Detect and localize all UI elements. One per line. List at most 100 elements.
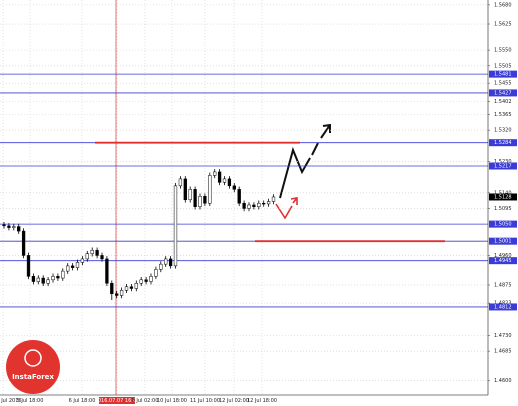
candle-body: [208, 175, 212, 204]
candle-body: [2, 224, 6, 227]
candle-body: [183, 178, 187, 201]
candle-body: [90, 249, 94, 254]
y-tick-label: 1.4600: [494, 378, 512, 384]
candle-body: [213, 171, 217, 176]
x-tick-label: 2016.07.07 16:00: [95, 398, 140, 404]
candle-body: [66, 265, 70, 272]
candle-body: [56, 276, 60, 279]
candle-body: [75, 262, 80, 268]
level-label: 1.5427: [494, 90, 512, 96]
candle-body: [105, 258, 109, 284]
candle-body: [115, 293, 119, 296]
candle-body: [124, 286, 129, 291]
candle-body: [70, 265, 75, 268]
level-label: 1.4812: [494, 304, 512, 310]
x-tick-label: 8 Jul 02:00: [132, 398, 159, 404]
candle-body: [17, 226, 21, 232]
level-label: 1.4945: [494, 258, 512, 264]
candle-body: [149, 276, 153, 282]
candle-body: [26, 255, 31, 277]
candle-body: [164, 258, 168, 265]
candle-body: [36, 277, 40, 282]
candle-body: [173, 185, 178, 267]
candle-body: [80, 258, 85, 263]
level-label: 1.5217: [494, 164, 512, 170]
logo: InstaForex: [6, 340, 60, 394]
x-tick-label: 5 Jul 18:00: [17, 398, 44, 404]
candle-body: [178, 178, 183, 187]
candle-body: [144, 279, 148, 282]
level-label-box: [489, 303, 517, 311]
x-tick-label: 11 Jul 10:00: [190, 398, 220, 404]
x-label-highlight: [99, 397, 135, 404]
candle-body: [257, 202, 261, 207]
candle-body: [198, 196, 202, 207]
candle-body: [12, 226, 16, 228]
candle-body: [110, 283, 114, 294]
y-tick-label: 1.5550: [494, 48, 512, 54]
y-tick-label: 1.5230: [494, 159, 512, 165]
x-tick-label: 10 Jul 18:00: [157, 398, 187, 404]
y-tick-label: 1.5320: [494, 128, 512, 134]
candle-body: [134, 283, 138, 289]
level-label-box: [489, 70, 517, 78]
level-label-box: [489, 257, 517, 265]
candle-body: [46, 279, 50, 284]
y-tick-label: 1.4875: [494, 283, 512, 289]
y-tick-label: 1.4960: [494, 253, 512, 259]
logo-text: InstaForex: [12, 373, 54, 381]
level-label: 1.5050: [494, 222, 512, 228]
candle-body: [232, 185, 236, 190]
candle-body: [237, 189, 241, 204]
candle-body: [129, 286, 134, 289]
candle-body: [203, 196, 207, 204]
candle-body: [31, 276, 36, 282]
candle-body: [266, 201, 271, 205]
candle-body: [100, 255, 104, 260]
candle-body: [61, 270, 65, 279]
candle-body: [262, 202, 266, 205]
candle-body: [188, 189, 192, 201]
level-label-box: [489, 139, 517, 147]
y-tick-label: 1.5095: [494, 206, 512, 212]
logo-badge: [6, 340, 60, 394]
y-tick-label: 1.5680: [494, 2, 512, 8]
y-tick-label: 1.4730: [494, 333, 512, 339]
candle-body: [168, 258, 173, 267]
candle-body: [222, 178, 227, 183]
x-tick-label: 6 Jul 18:00: [69, 398, 96, 404]
level-label: 1.5001: [494, 239, 512, 245]
x-tick-label: 12 Jul 18:00: [247, 398, 277, 404]
forecast-arrow: [279, 146, 311, 199]
candle-body: [21, 230, 26, 256]
y-tick-label: 1.5505: [494, 63, 512, 69]
candle-body: [119, 289, 124, 296]
candle-body: [51, 276, 55, 281]
y-tick-label: 1.5365: [494, 112, 512, 118]
y-tick-label: 1.5140: [494, 190, 512, 196]
candle-body: [154, 269, 158, 277]
candle-body: [252, 204, 256, 207]
candle-body: [41, 277, 45, 284]
level-label-box: [489, 237, 517, 245]
y-tick-label: 1.4685: [494, 349, 512, 355]
x-tick-label: 12 Jul 02:00: [219, 398, 249, 404]
candle-body: [159, 263, 163, 270]
y-tick-label: 1.5455: [494, 81, 512, 87]
x-tick-label: 5 Jul 2016: [0, 398, 22, 404]
candle-body: [7, 225, 11, 228]
candle-body: [139, 279, 143, 284]
candle-body: [85, 253, 89, 260]
level-label-box: [489, 162, 517, 170]
current-price-label: 1.5128: [494, 194, 512, 200]
current-price-box: [489, 193, 517, 201]
candle-body: [271, 196, 276, 202]
level-label-box: [489, 89, 517, 97]
level-label: 1.5481: [494, 72, 512, 78]
candle-body: [95, 249, 99, 256]
level-label-box: [489, 220, 517, 228]
candle-body: [227, 178, 232, 187]
candle-body: [193, 189, 197, 207]
candle-body: [242, 202, 246, 209]
